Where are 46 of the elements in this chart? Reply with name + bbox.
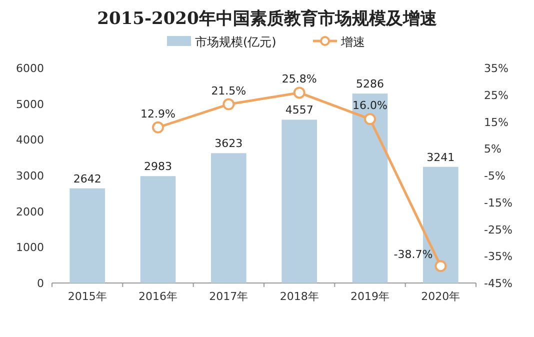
y2-tick-label: -35% bbox=[484, 250, 512, 264]
x-tick-label: 2017年 bbox=[209, 290, 248, 303]
y2-tick-label: 5% bbox=[484, 142, 502, 156]
y-tick-label: 3000 bbox=[16, 170, 44, 182]
y-tick-label: 5000 bbox=[16, 98, 44, 111]
chart-title: 2015-2020年中国素质教育市场规模及增速 bbox=[97, 8, 437, 29]
y2-tick-label: -25% bbox=[484, 223, 512, 236]
y-tick-label: 0 bbox=[37, 277, 44, 290]
y-tick-label: 1000 bbox=[16, 241, 44, 254]
y2-tick-label: -15% bbox=[484, 196, 512, 210]
x-tick-label: 2016年 bbox=[138, 290, 178, 303]
y2-tick-label: 15% bbox=[484, 116, 508, 129]
point bbox=[222, 98, 235, 110]
data-label: 25.8% bbox=[282, 72, 317, 86]
data-label: 3623 bbox=[214, 137, 243, 150]
point bbox=[364, 113, 376, 126]
data-label: 12.9% bbox=[140, 107, 176, 120]
x-tick-label: 2019年 bbox=[350, 290, 390, 303]
point bbox=[434, 260, 447, 272]
data-label: 16.0% bbox=[352, 99, 388, 112]
data-label: 2983 bbox=[144, 160, 172, 174]
bar bbox=[211, 153, 246, 283]
y-tick-label: 6000 bbox=[16, 62, 44, 75]
legend-label: 增速 bbox=[340, 35, 365, 49]
point bbox=[293, 86, 306, 99]
data-label: -38.7% bbox=[394, 248, 433, 262]
data-label: 3241 bbox=[426, 150, 455, 164]
y2-tick-label: -5% bbox=[484, 170, 506, 182]
bar bbox=[282, 120, 317, 283]
point bbox=[152, 121, 164, 134]
legend-label: 市场规模(亿元) bbox=[195, 35, 276, 49]
x-tick-label: 2018年 bbox=[280, 290, 319, 303]
y2-tick-label: -45% bbox=[484, 277, 512, 290]
data-label: 5286 bbox=[356, 78, 384, 91]
bar bbox=[140, 176, 176, 283]
x-tick-label: 2015年 bbox=[68, 290, 107, 303]
data-label: 21.5% bbox=[211, 84, 246, 98]
data-label: 4557 bbox=[285, 104, 314, 117]
y2-tick-label: 35% bbox=[484, 62, 508, 75]
y2-tick-label: 25% bbox=[484, 88, 508, 102]
y-tick-label: 4000 bbox=[16, 134, 44, 147]
bar bbox=[352, 94, 388, 283]
y-tick-label: 2000 bbox=[16, 205, 44, 218]
bar bbox=[70, 188, 105, 283]
x-tick-label: 2020年 bbox=[421, 290, 460, 303]
data-label: 2642 bbox=[73, 172, 102, 186]
